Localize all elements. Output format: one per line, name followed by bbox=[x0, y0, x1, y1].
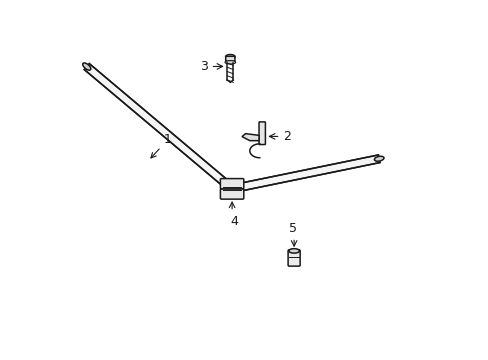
Text: 5: 5 bbox=[288, 222, 296, 235]
FancyBboxPatch shape bbox=[225, 56, 234, 61]
Text: 2: 2 bbox=[282, 130, 290, 143]
Polygon shape bbox=[242, 134, 259, 141]
Text: 4: 4 bbox=[229, 215, 237, 228]
FancyBboxPatch shape bbox=[287, 250, 300, 266]
Text: 1: 1 bbox=[151, 133, 171, 158]
Text: 3: 3 bbox=[200, 60, 208, 73]
Ellipse shape bbox=[82, 63, 91, 70]
FancyBboxPatch shape bbox=[220, 189, 244, 199]
Polygon shape bbox=[84, 64, 234, 192]
Ellipse shape bbox=[225, 54, 235, 59]
Polygon shape bbox=[231, 155, 379, 193]
FancyBboxPatch shape bbox=[259, 122, 265, 145]
Ellipse shape bbox=[374, 156, 383, 161]
FancyBboxPatch shape bbox=[220, 179, 244, 189]
Ellipse shape bbox=[288, 249, 299, 253]
Ellipse shape bbox=[224, 60, 235, 64]
